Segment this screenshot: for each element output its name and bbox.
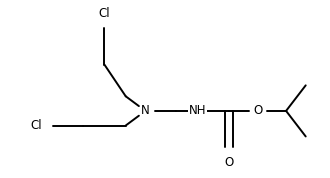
Text: N: N [141, 104, 150, 117]
Text: Cl: Cl [31, 119, 42, 132]
Text: O: O [254, 104, 263, 117]
Text: O: O [224, 156, 233, 169]
Text: NH: NH [189, 104, 207, 117]
Text: Cl: Cl [99, 7, 110, 20]
